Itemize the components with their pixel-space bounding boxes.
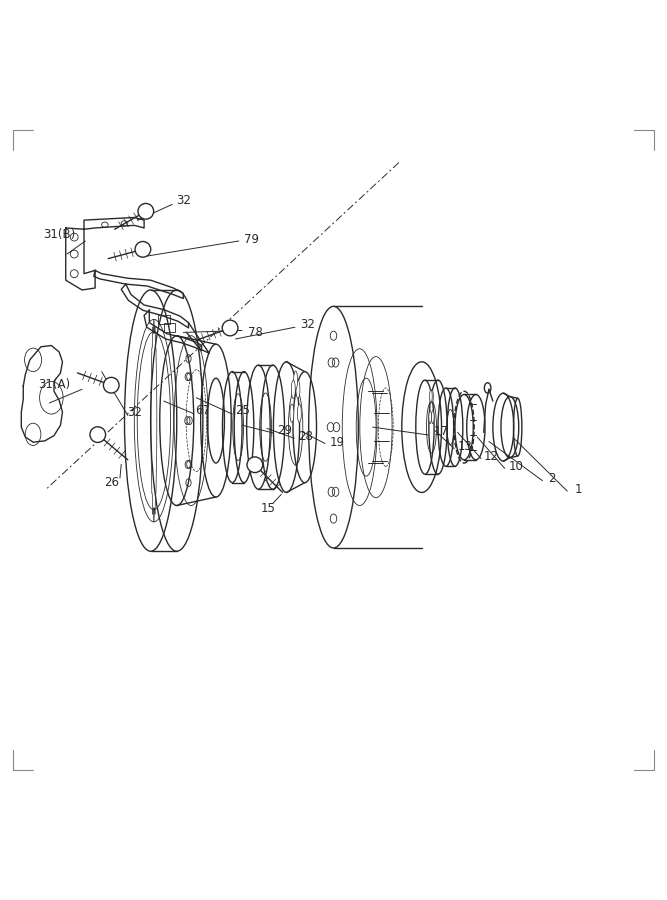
- Bar: [159, 316, 170, 324]
- Text: 28: 28: [298, 430, 313, 443]
- Ellipse shape: [135, 241, 151, 257]
- Text: 32: 32: [127, 406, 142, 419]
- Ellipse shape: [291, 380, 295, 399]
- Ellipse shape: [429, 410, 432, 424]
- Text: 32: 32: [176, 194, 191, 207]
- Text: 32: 32: [300, 318, 315, 331]
- Text: 10: 10: [509, 460, 524, 473]
- Ellipse shape: [297, 404, 301, 422]
- Ellipse shape: [430, 390, 432, 403]
- Ellipse shape: [247, 457, 263, 472]
- Text: 26: 26: [104, 476, 119, 490]
- Bar: [163, 323, 175, 332]
- Ellipse shape: [432, 410, 434, 424]
- Text: 2: 2: [548, 472, 556, 485]
- Ellipse shape: [103, 377, 119, 393]
- Text: 1: 1: [575, 482, 582, 496]
- Text: 78: 78: [247, 326, 263, 339]
- Text: 31(B): 31(B): [43, 228, 75, 241]
- Text: 79: 79: [244, 233, 259, 247]
- Ellipse shape: [293, 371, 297, 390]
- Text: 15: 15: [261, 502, 275, 516]
- Text: 13: 13: [458, 440, 473, 454]
- Text: 12: 12: [484, 450, 499, 463]
- Ellipse shape: [290, 404, 294, 422]
- Ellipse shape: [138, 203, 153, 219]
- Ellipse shape: [222, 320, 238, 336]
- Text: 31(A): 31(A): [38, 378, 71, 392]
- Ellipse shape: [296, 380, 300, 399]
- Text: 25: 25: [235, 404, 249, 418]
- Text: 29: 29: [277, 424, 292, 436]
- Ellipse shape: [431, 390, 434, 403]
- Text: 19: 19: [329, 436, 344, 449]
- Text: 17: 17: [434, 425, 449, 438]
- Text: 67: 67: [195, 404, 210, 418]
- Ellipse shape: [90, 427, 105, 443]
